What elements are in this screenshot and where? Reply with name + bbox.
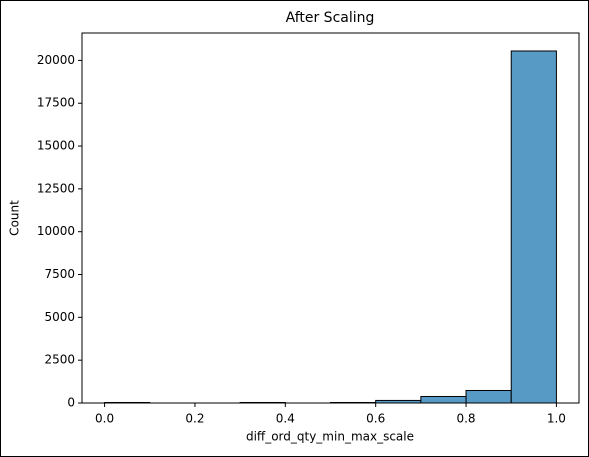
y-tick-label: 10000 <box>37 224 75 238</box>
bar <box>510 50 557 404</box>
bar <box>420 395 467 404</box>
y-tick-label: 20000 <box>37 53 75 67</box>
y-tick-label: 7500 <box>44 267 75 281</box>
y-tick-label: 15000 <box>37 139 75 153</box>
y-tick-label: 2500 <box>44 353 75 367</box>
y-tick-label: 5000 <box>44 310 75 324</box>
chart-title: After Scaling <box>286 10 375 26</box>
x-axis-label: diff_ord_qty_min_max_scale <box>246 430 414 444</box>
bar <box>465 389 512 404</box>
x-tick-label: 0.2 <box>185 412 204 426</box>
x-tick-label: 0.4 <box>276 412 295 426</box>
x-tick-label: 1.0 <box>547 412 566 426</box>
axes-frame <box>81 32 580 404</box>
x-tick-label: 0.0 <box>95 412 114 426</box>
y-tick-label: 17500 <box>37 96 75 110</box>
x-tick-label: 0.6 <box>366 412 385 426</box>
x-tick-label: 0.8 <box>456 412 475 426</box>
y-tick-label: 12500 <box>37 181 75 195</box>
y-tick-label: 0 <box>67 396 75 410</box>
y-axis-label: Count <box>8 200 22 236</box>
